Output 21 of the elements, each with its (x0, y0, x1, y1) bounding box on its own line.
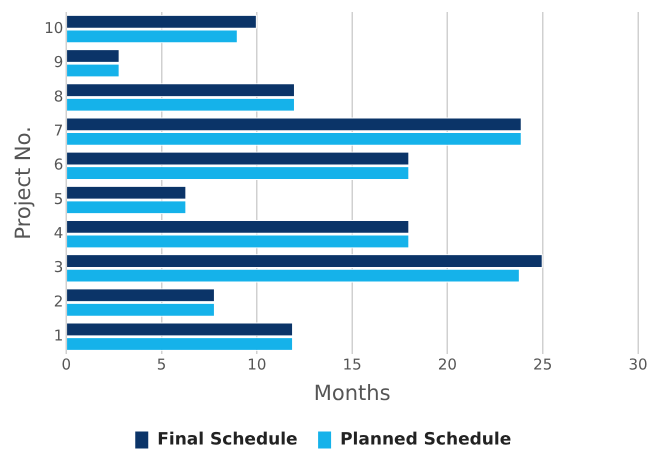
x-tick-label: 5 (156, 356, 166, 374)
y-tick-label: 6 (54, 156, 64, 174)
x-tick-label: 25 (533, 356, 552, 374)
y-tick-label: 7 (54, 122, 64, 140)
y-tick-label: 10 (44, 18, 64, 37)
legend-label: Planned Schedule (340, 429, 512, 450)
y-tick-label: 9 (54, 53, 64, 72)
y-tick-label: 2 (54, 292, 64, 310)
x-tick-label: 30 (628, 356, 648, 374)
x-tick-label: 10 (247, 356, 266, 374)
y-tick-label: 4 (54, 224, 64, 242)
y-tick-label: 1 (54, 326, 64, 345)
y-tick-label: 8 (54, 87, 64, 106)
y-tick-label: 5 (54, 190, 64, 208)
y-tick-label: 3 (54, 258, 64, 276)
x-tick-label: 20 (438, 356, 457, 374)
legend-label: Final Schedule (157, 429, 298, 450)
x-tick-label: 15 (342, 356, 362, 374)
x-tick-label: 0 (62, 356, 72, 374)
x-axis-title: Months (314, 380, 391, 405)
y-axis-title: Project No. (11, 126, 36, 240)
